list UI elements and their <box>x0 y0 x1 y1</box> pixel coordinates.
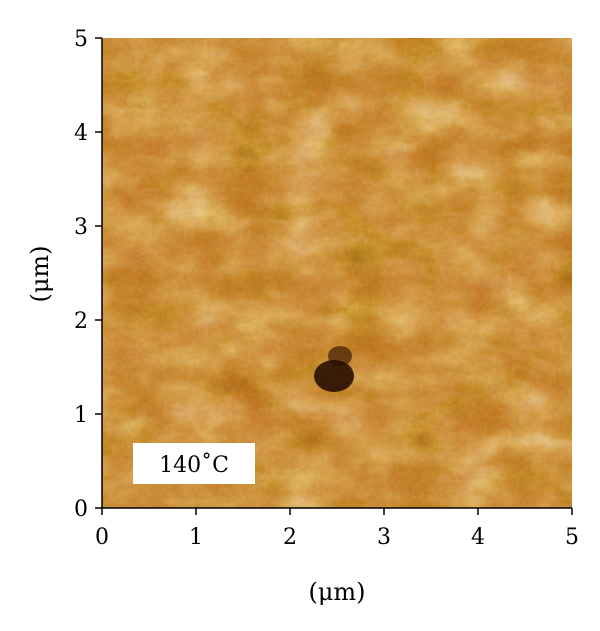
y-axis-title: (μm) <box>26 245 54 302</box>
x-tick-label: 2 <box>283 525 297 550</box>
y-tick-label: 4 <box>74 121 88 146</box>
x-tick-label: 5 <box>565 525 579 550</box>
x-tick-label: 3 <box>377 525 391 550</box>
temperature-badge: 140˚C <box>133 443 255 484</box>
x-axis-title: (μm) <box>308 578 365 606</box>
temperature-label: 140˚C <box>159 451 229 478</box>
y-tick-label: 1 <box>74 403 88 428</box>
y-tick-label: 0 <box>74 497 88 522</box>
y-tick-label: 2 <box>74 309 88 334</box>
y-tick-label: 3 <box>74 215 88 240</box>
x-tick-label: 1 <box>189 525 203 550</box>
x-tick-label: 0 <box>95 525 109 550</box>
x-tick-label: 4 <box>471 525 485 550</box>
afm-height-map <box>102 38 572 508</box>
y-tick-label: 5 <box>74 27 88 52</box>
y-axis: 0 1 2 3 4 5 <box>74 27 103 522</box>
x-axis: 0 1 2 3 4 5 <box>95 507 579 550</box>
